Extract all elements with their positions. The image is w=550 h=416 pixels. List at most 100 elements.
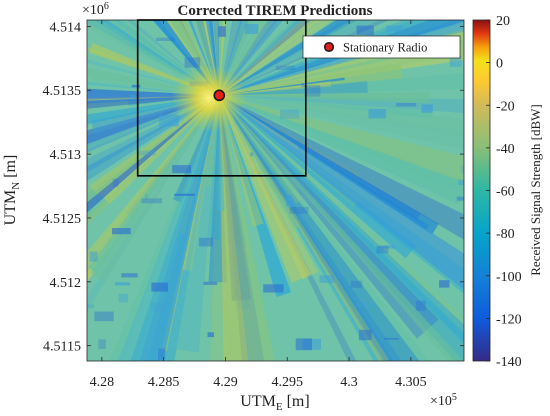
signal-ray	[219, 95, 299, 230]
signal-ray	[219, 72, 464, 96]
terrain-patch	[131, 84, 141, 88]
signal-ray	[197, 20, 220, 96]
terrain-patch	[98, 339, 106, 349]
terrain-patch	[150, 302, 165, 312]
terrain-patch	[263, 284, 284, 293]
colorbar-tick-label: 20	[496, 14, 510, 29]
terrain-patch	[159, 114, 179, 127]
signal-ray	[93, 20, 220, 96]
signal-ray	[87, 95, 220, 125]
terrain-patch	[384, 337, 400, 340]
terrain-patch	[358, 329, 372, 341]
signal-ray	[219, 95, 464, 290]
terrain-patch	[356, 25, 374, 35]
terrain-patch	[184, 57, 201, 68]
terrain-patch	[280, 109, 299, 119]
terrain-patch	[158, 348, 166, 360]
signal-ray	[219, 95, 299, 196]
signal-ray	[219, 95, 249, 361]
terrain-patch	[218, 26, 226, 37]
y-exponent: ×106	[82, 1, 109, 18]
terrain-patch	[449, 55, 462, 67]
terrain-patch	[295, 338, 312, 351]
terrain-patch	[350, 280, 363, 288]
signal-ray	[139, 95, 220, 361]
signal-ray	[114, 20, 220, 96]
signal-ray	[219, 95, 264, 227]
signal-ray	[219, 95, 464, 294]
terrain-patch	[172, 165, 192, 174]
terrain-patch	[115, 282, 130, 286]
signal-ray	[219, 95, 311, 283]
signal-ray	[118, 95, 220, 361]
signal-ray	[219, 95, 357, 361]
terrain-patch	[174, 193, 195, 196]
terrain-patch	[285, 195, 293, 207]
terrain-patch	[130, 95, 136, 100]
terrain-patch	[415, 300, 426, 311]
signal-ray	[219, 95, 276, 361]
stationary-radio-marker	[213, 89, 226, 102]
colorbar-ticks: -140 -120 -100 -80 -60 -40 -20 0 20	[486, 14, 522, 370]
signal-ray	[219, 95, 464, 361]
signal-ray	[219, 95, 360, 178]
terrain-patch	[439, 280, 450, 288]
signal-ray	[219, 20, 227, 96]
signal-ray	[168, 20, 220, 96]
terrain-patch	[275, 65, 295, 70]
terrain-patch	[301, 83, 306, 88]
signal-ray	[219, 95, 439, 235]
signal-ray	[219, 95, 464, 205]
terrain-patch	[144, 193, 148, 200]
signal-ray	[219, 81, 331, 96]
terrain-patch	[432, 256, 436, 264]
terrain-patch	[94, 311, 114, 322]
signal-ray	[219, 77, 345, 96]
signal-ray	[219, 95, 420, 361]
signal-ray	[219, 20, 256, 96]
signal-ray	[90, 95, 220, 282]
x-tick-label: 4.3	[340, 375, 358, 390]
terrain-patch	[386, 25, 403, 32]
terrain-patch	[138, 150, 156, 156]
y-tick-label: 4.514	[50, 20, 82, 35]
terrain-patch	[141, 198, 162, 204]
signal-ray	[219, 95, 464, 240]
signal-ray	[87, 95, 220, 227]
signal-ray	[219, 95, 464, 361]
terrain-patch	[151, 282, 168, 292]
terrain-patch	[458, 179, 464, 185]
y-tick-label: 4.5135	[43, 84, 82, 99]
terrain-patch	[368, 109, 387, 119]
y-axis-ticks: 4.5115 4.512 4.5125 4.513 4.5135 4.514	[43, 20, 464, 355]
signal-ray	[194, 20, 220, 96]
y-tick-label: 4.5115	[43, 340, 81, 355]
signal-ray	[130, 95, 220, 361]
signal-ray	[87, 95, 220, 223]
signal-ray	[87, 95, 220, 312]
terrain-patch	[289, 207, 309, 214]
signal-ray	[219, 20, 304, 96]
signal-ray	[219, 95, 464, 193]
terrain-patch	[118, 293, 128, 303]
signal-ray	[87, 67, 220, 96]
terrain-patch	[112, 178, 119, 187]
terrain-patch	[121, 273, 138, 278]
x-tick-label: 4.285	[148, 375, 180, 390]
signal-ray	[219, 95, 381, 361]
signal-ray	[219, 95, 417, 259]
signal-ray	[169, 95, 220, 353]
colorbar-label: Received Signal Strength [dBW]	[528, 104, 543, 276]
x-tick-label: 4.29	[213, 375, 238, 390]
terrain-patch	[155, 37, 175, 41]
x-tick-label: 4.305	[395, 375, 427, 390]
terrain-patch	[460, 165, 464, 174]
signal-ray	[219, 95, 464, 150]
y-tick-label: 4.512	[50, 276, 82, 291]
signal-ray	[182, 95, 220, 272]
signal-ray	[219, 95, 394, 361]
terrain-patch	[378, 245, 395, 249]
signal-ray	[219, 95, 430, 361]
